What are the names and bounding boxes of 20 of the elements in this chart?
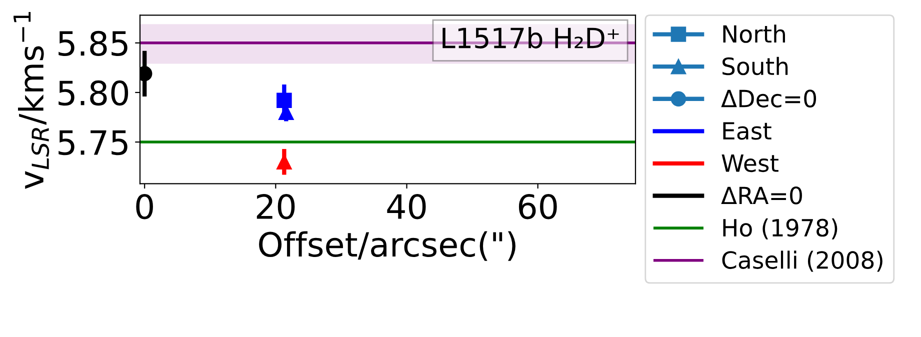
- annotation: L1517b H₂D⁺: [442, 26, 619, 48]
- legend-label: North: [723, 24, 785, 43]
- y-tick-label: 5.80: [58, 80, 128, 106]
- legend-label: ΔDec=0: [721, 90, 816, 108]
- legend-label: Ho (1978): [723, 218, 838, 240]
- point: [140, 66, 152, 82]
- legend-label: West: [722, 154, 778, 172]
- legend-label: Caselli (2008): [722, 250, 882, 272]
- y-tick-label: 5.85: [58, 30, 128, 56]
- y-axis-title: v$_{LSR}$/kms$^{−1}$: [14, 12, 50, 189]
- x-axis-title: Offset/arcsec("): [259, 231, 516, 261]
- x-tick-label: 60: [518, 194, 557, 220]
- x-tick-label: 20: [256, 194, 295, 220]
- point: [276, 92, 292, 108]
- legend-label: South: [722, 56, 788, 76]
- x-tick-label: 40: [387, 194, 426, 220]
- legend-label: ΔRA=0: [721, 186, 802, 204]
- y-tick-label: 5.75: [58, 130, 128, 156]
- x-tick-label: 0: [136, 194, 153, 220]
- legend-label: East: [723, 122, 772, 140]
